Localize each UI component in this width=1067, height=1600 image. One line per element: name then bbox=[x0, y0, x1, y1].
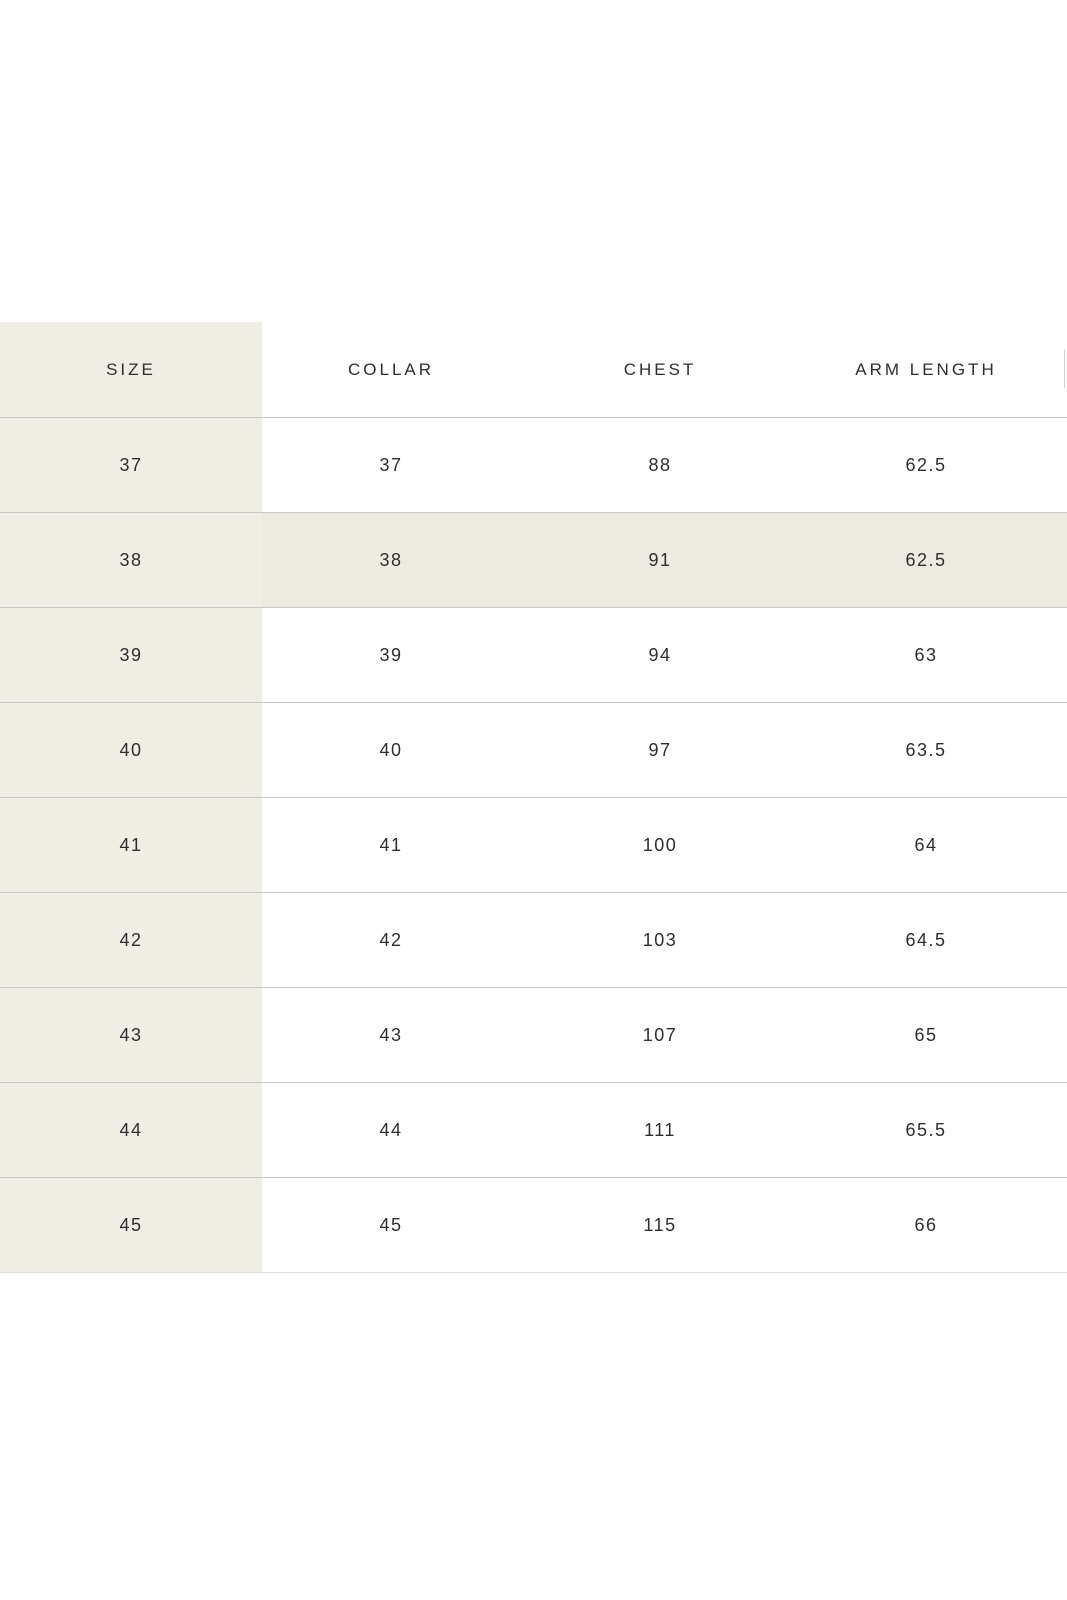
cell-spacer bbox=[1052, 988, 1067, 1082]
table-row-size-39[interactable]: 39 39 94 63 bbox=[0, 607, 1067, 702]
cell-collar: 43 bbox=[379, 1024, 403, 1045]
cell-arm-length: 62.5 bbox=[905, 454, 947, 475]
table-row-size-42[interactable]: 42 42 103 64.5 bbox=[0, 892, 1067, 987]
cell-chest: 97 bbox=[648, 739, 672, 760]
cell-size: 45 bbox=[0, 1178, 262, 1272]
header-chest: CHEST bbox=[623, 359, 697, 379]
table-row-size-44[interactable]: 44 44 111 65.5 bbox=[0, 1082, 1067, 1177]
cell-size: 39 bbox=[0, 608, 262, 702]
cell-size: 42 bbox=[0, 893, 262, 987]
table-row-size-43[interactable]: 43 43 107 65 bbox=[0, 987, 1067, 1082]
table-row-size-41[interactable]: 41 41 100 64 bbox=[0, 797, 1067, 892]
cell-collar: 37 bbox=[379, 454, 403, 475]
cell-spacer bbox=[1052, 893, 1067, 987]
cell-arm-length: 65 bbox=[914, 1024, 938, 1045]
cell-collar: 42 bbox=[379, 929, 403, 950]
cell-spacer bbox=[1052, 798, 1067, 892]
table-row-size-37[interactable]: 37 37 88 62.5 bbox=[0, 417, 1067, 512]
cell-arm-length: 62.5 bbox=[905, 549, 947, 570]
header-arm-length: ARM LENGTH bbox=[855, 359, 997, 379]
cell-spacer bbox=[1052, 703, 1067, 797]
cell-size: 44 bbox=[0, 1083, 262, 1177]
cell-chest: 91 bbox=[648, 549, 672, 570]
cell-collar: 44 bbox=[379, 1119, 403, 1140]
cell-size: 40 bbox=[0, 703, 262, 797]
cell-collar: 41 bbox=[379, 834, 403, 855]
table-row-size-40[interactable]: 40 40 97 63.5 bbox=[0, 702, 1067, 797]
cell-collar: 40 bbox=[379, 739, 403, 760]
cell-chest: 111 bbox=[644, 1119, 676, 1140]
cell-arm-length: 64 bbox=[914, 834, 938, 855]
header-size: SIZE bbox=[0, 322, 262, 417]
cell-collar: 39 bbox=[379, 644, 403, 665]
cell-arm-length: 63 bbox=[914, 644, 938, 665]
cell-size: 43 bbox=[0, 988, 262, 1082]
cell-chest: 115 bbox=[643, 1214, 677, 1235]
cell-size: 37 bbox=[0, 418, 262, 512]
cell-chest: 100 bbox=[642, 834, 678, 855]
cell-chest: 94 bbox=[648, 644, 672, 665]
table-row-size-45[interactable]: 45 45 115 66 bbox=[0, 1177, 1067, 1272]
cell-collar: 45 bbox=[379, 1214, 403, 1235]
cell-chest: 107 bbox=[642, 1024, 678, 1045]
cell-arm-length: 64.5 bbox=[905, 929, 947, 950]
cell-arm-length: 66 bbox=[914, 1214, 938, 1235]
cell-chest: 88 bbox=[648, 454, 672, 475]
cell-spacer bbox=[1052, 1178, 1067, 1272]
table-row-size-38-selected[interactable]: 38 38 91 62.5 bbox=[0, 512, 1067, 607]
cell-size: 38 bbox=[0, 513, 262, 607]
header-column-divider bbox=[1064, 350, 1065, 388]
cell-spacer bbox=[1052, 608, 1067, 702]
cell-collar: 38 bbox=[379, 549, 403, 570]
cell-arm-length: 65.5 bbox=[905, 1119, 947, 1140]
cell-chest: 103 bbox=[642, 929, 678, 950]
cell-spacer bbox=[1052, 1083, 1067, 1177]
table-header-row: SIZE COLLAR CHEST ARM LENGTH bbox=[0, 322, 1067, 417]
size-guide-table: SIZE COLLAR CHEST ARM LENGTH 37 37 88 62… bbox=[0, 322, 1067, 1273]
header-collar: COLLAR bbox=[347, 359, 435, 379]
cell-spacer bbox=[1052, 418, 1067, 512]
cell-spacer bbox=[1052, 513, 1067, 607]
cell-arm-length: 63.5 bbox=[905, 739, 947, 760]
cell-size: 41 bbox=[0, 798, 262, 892]
